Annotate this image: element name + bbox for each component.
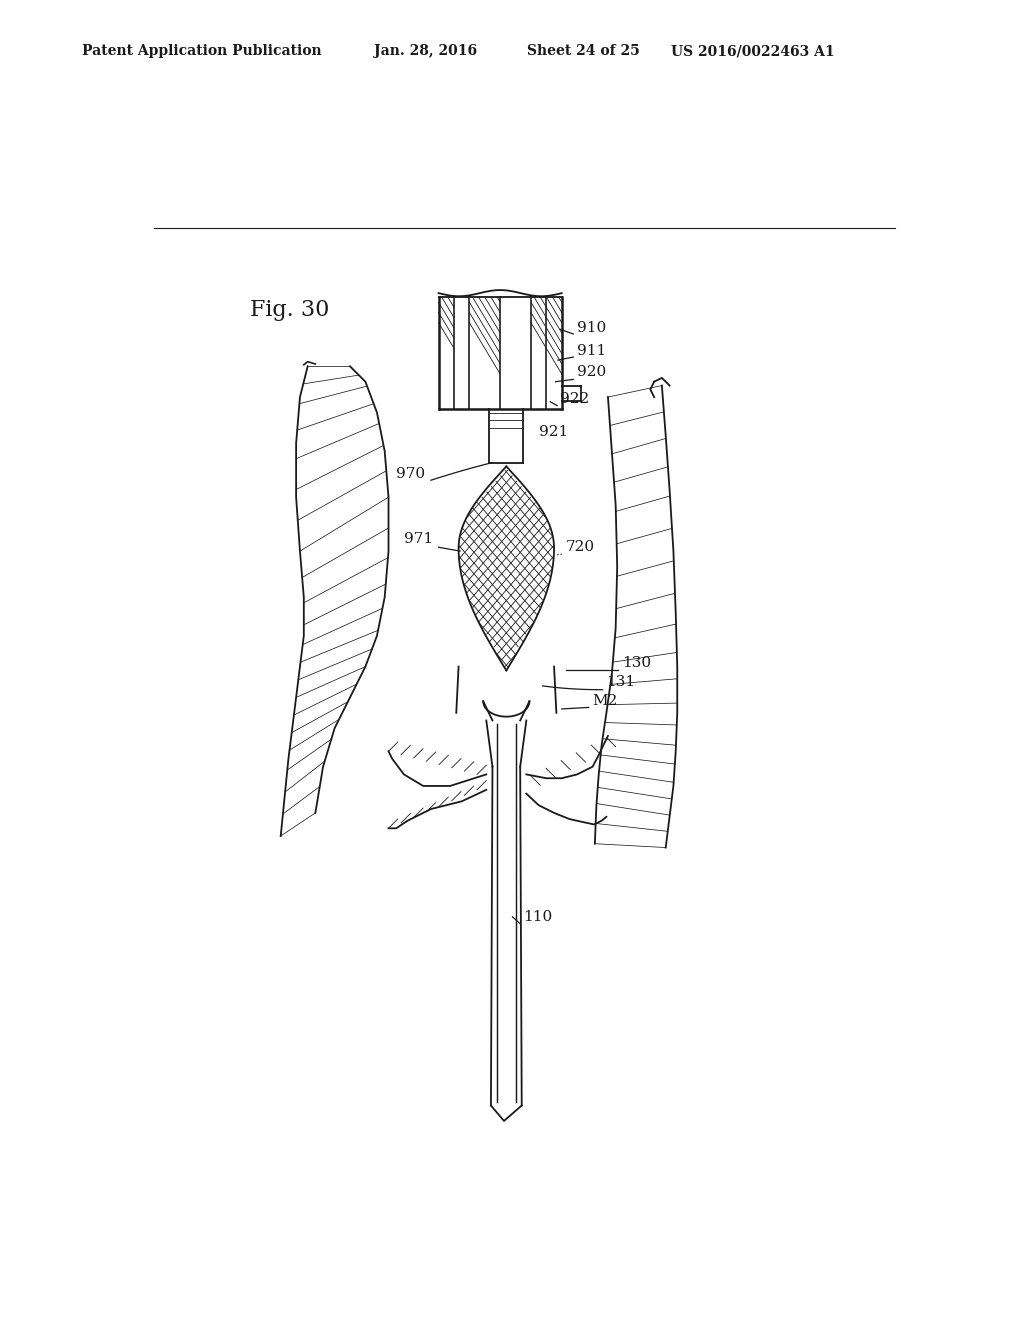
- Text: M2: M2: [593, 694, 617, 708]
- Text: Sheet 24 of 25: Sheet 24 of 25: [527, 45, 640, 58]
- Text: 971: 971: [403, 532, 433, 546]
- Text: Jan. 28, 2016: Jan. 28, 2016: [374, 45, 477, 58]
- Text: US 2016/0022463 A1: US 2016/0022463 A1: [671, 45, 835, 58]
- Text: 910: 910: [578, 321, 606, 335]
- Text: 970: 970: [396, 467, 425, 480]
- Text: 911: 911: [578, 343, 606, 358]
- Text: 130: 130: [622, 656, 651, 669]
- Text: 110: 110: [523, 909, 553, 924]
- Text: Fig. 30: Fig. 30: [250, 300, 330, 321]
- Text: Patent Application Publication: Patent Application Publication: [82, 45, 322, 58]
- Text: 131: 131: [606, 675, 636, 689]
- Text: 920: 920: [578, 366, 606, 379]
- Text: 921: 921: [539, 425, 568, 438]
- Text: 922: 922: [560, 392, 590, 407]
- Text: 720: 720: [565, 540, 595, 554]
